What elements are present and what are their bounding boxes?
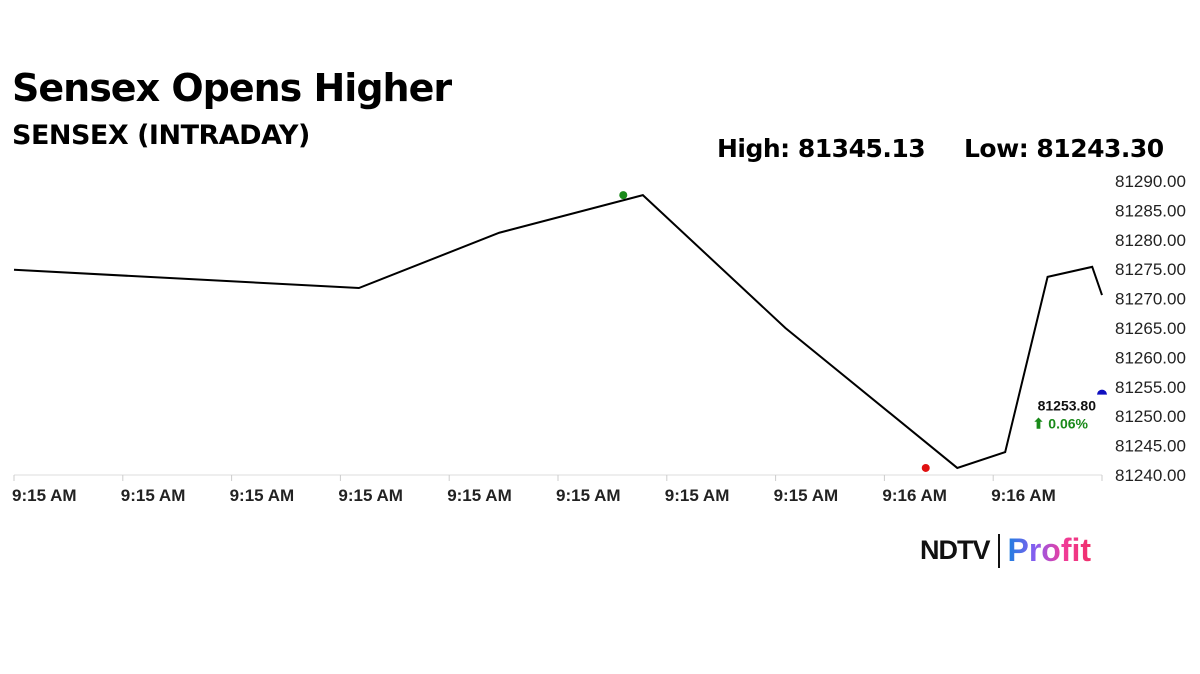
y-tick-label: 81290.00 bbox=[1115, 172, 1186, 191]
y-tick-label: 81255.00 bbox=[1115, 378, 1186, 397]
ndtv-profit-logo: NDTV Profit bbox=[920, 532, 1091, 569]
y-tick-label: 81240.00 bbox=[1115, 466, 1186, 485]
x-tick-label: 9:15 AM bbox=[774, 486, 839, 505]
x-tick-label: 9:15 AM bbox=[556, 486, 621, 505]
high-label: High: 81345.13 bbox=[717, 134, 926, 163]
x-tick-label: 9:16 AM bbox=[882, 486, 947, 505]
y-tick-label: 81245.00 bbox=[1115, 437, 1186, 456]
y-tick-label: 81265.00 bbox=[1115, 319, 1186, 338]
logo-profit: Profit bbox=[1007, 532, 1092, 568]
y-tick-label: 81250.00 bbox=[1115, 407, 1186, 426]
logo-ndtv: NDTV bbox=[920, 535, 990, 565]
y-tick-label: 81285.00 bbox=[1115, 201, 1186, 220]
x-tick-label: 9:15 AM bbox=[230, 486, 295, 505]
y-tick-label: 81275.00 bbox=[1115, 260, 1186, 279]
low-label: Low: 81243.30 bbox=[964, 134, 1164, 163]
last-price-marker bbox=[1097, 389, 1107, 395]
x-tick-label: 9:15 AM bbox=[447, 486, 512, 505]
last-value-label: 81253.80 bbox=[1038, 398, 1097, 414]
low-marker bbox=[921, 463, 930, 472]
logo-divider bbox=[997, 533, 1000, 568]
high-marker bbox=[619, 191, 628, 200]
chart-title: Sensex Opens Higher bbox=[12, 66, 452, 110]
x-tick-label: 9:15 AM bbox=[12, 486, 77, 505]
chart-subtitle: SENSEX (INTRADAY) bbox=[12, 120, 310, 151]
price-line bbox=[13, 194, 1103, 470]
y-tick-label: 81280.00 bbox=[1115, 231, 1186, 250]
y-tick-label: 81260.00 bbox=[1115, 348, 1186, 367]
y-tick-label: 81270.00 bbox=[1115, 290, 1186, 309]
change-label: ⬆ 0.06% bbox=[1033, 416, 1089, 432]
x-tick-label: 9:15 AM bbox=[665, 486, 730, 505]
x-tick-label: 9:16 AM bbox=[991, 486, 1056, 505]
x-tick-label: 9:15 AM bbox=[338, 486, 403, 505]
x-tick-label: 9:15 AM bbox=[121, 486, 186, 505]
